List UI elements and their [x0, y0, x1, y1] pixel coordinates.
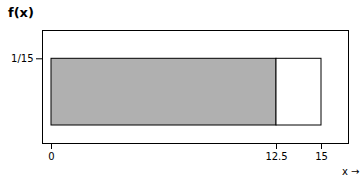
svg-text:12.5: 12.5 [265, 151, 287, 162]
svg-text:x →: x → [342, 166, 359, 177]
svg-text:0: 0 [48, 151, 54, 162]
html-text:f(x): f(x) [8, 5, 34, 20]
svg-text:1/15: 1/15 [11, 53, 33, 64]
svg-text:15: 15 [315, 151, 328, 162]
